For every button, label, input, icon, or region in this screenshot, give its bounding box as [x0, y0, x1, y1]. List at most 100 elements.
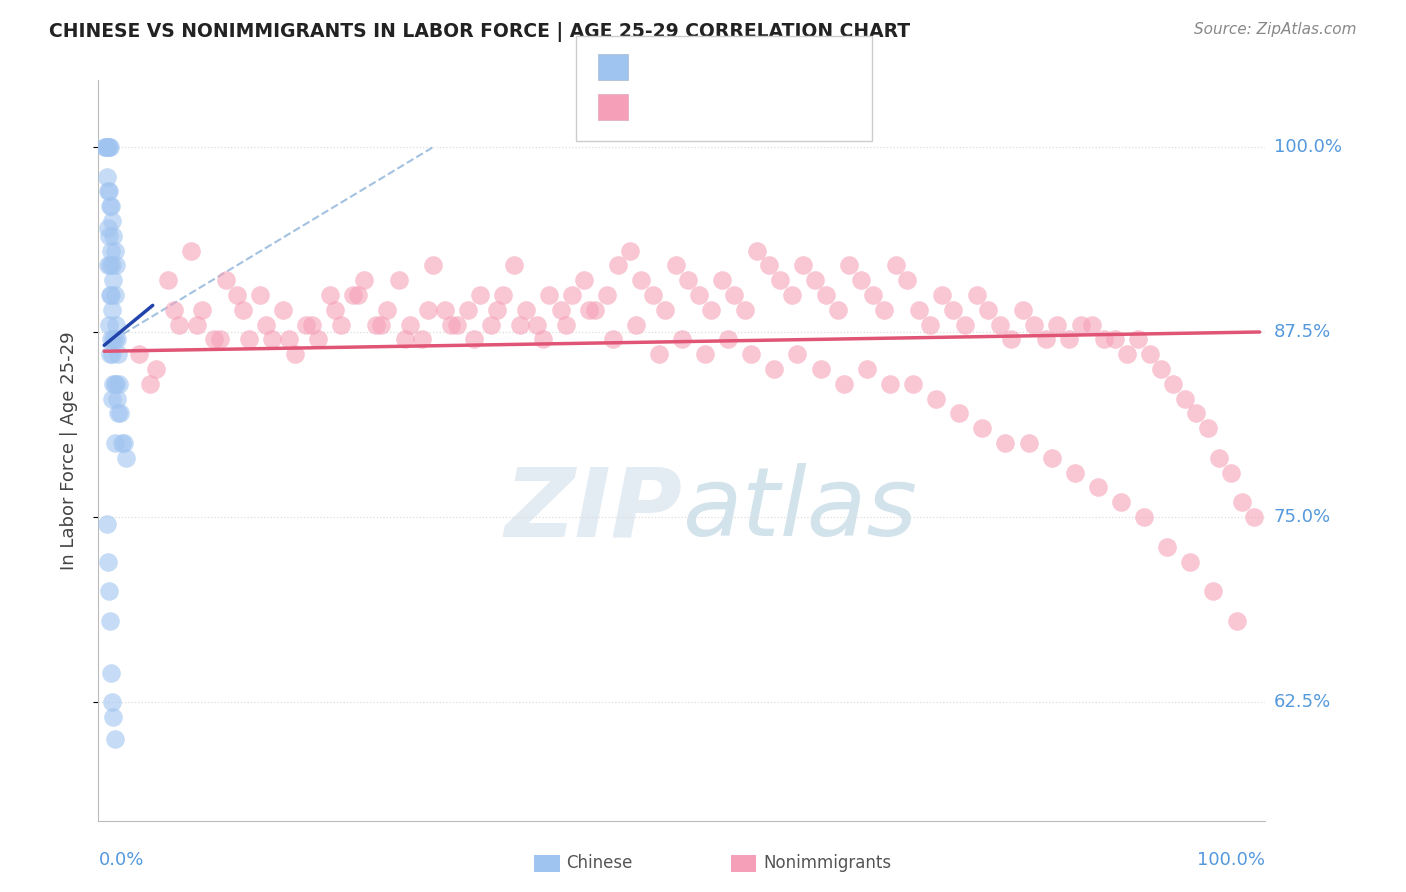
Point — [654, 302, 676, 317]
Point — [364, 318, 387, 332]
Point — [688, 288, 710, 302]
Point — [1197, 421, 1219, 435]
Point — [101, 302, 124, 317]
Point — [1173, 392, 1195, 406]
Point — [758, 258, 780, 272]
Point — [98, 140, 121, 154]
Point — [104, 318, 127, 332]
Point — [1046, 318, 1069, 332]
Point — [107, 347, 129, 361]
Point — [792, 258, 814, 272]
Point — [503, 258, 526, 272]
Point — [1139, 347, 1161, 361]
Point — [1040, 450, 1063, 465]
Point — [370, 318, 392, 332]
Text: 100.0%: 100.0% — [1198, 851, 1265, 869]
Point — [873, 302, 896, 317]
Point — [550, 302, 572, 317]
Point — [105, 392, 128, 406]
Y-axis label: In Labor Force | Age 25-29: In Labor Force | Age 25-29 — [59, 331, 77, 570]
Point — [105, 332, 128, 346]
Point — [457, 302, 479, 317]
Point — [232, 302, 254, 317]
Point — [1024, 318, 1046, 332]
Point — [260, 332, 283, 346]
Text: 75.0%: 75.0% — [1274, 508, 1331, 526]
Point — [342, 288, 364, 302]
Point — [107, 407, 129, 421]
Point — [394, 332, 416, 346]
Point — [104, 244, 127, 258]
Point — [607, 258, 630, 272]
Point — [1243, 510, 1265, 524]
Point — [479, 318, 502, 332]
Point — [1104, 332, 1126, 346]
Point — [804, 273, 827, 287]
Point — [1081, 318, 1104, 332]
Point — [827, 302, 849, 317]
Text: CHINESE VS NONIMMIGRANTS IN LABOR FORCE | AGE 25-29 CORRELATION CHART: CHINESE VS NONIMMIGRANTS IN LABOR FORCE … — [49, 22, 910, 42]
Point — [323, 302, 346, 317]
Point — [110, 407, 132, 421]
Point — [931, 288, 953, 302]
Point — [832, 376, 855, 391]
Point — [214, 273, 236, 287]
Text: 100.0%: 100.0% — [1274, 138, 1341, 156]
Point — [1070, 318, 1092, 332]
Point — [862, 288, 884, 302]
Point — [994, 436, 1017, 450]
Point — [411, 332, 433, 346]
Text: R =: R = — [643, 58, 682, 76]
Point — [509, 318, 531, 332]
Point — [104, 258, 127, 272]
Point — [100, 199, 122, 213]
Point — [561, 288, 583, 302]
Point — [94, 140, 117, 154]
Point — [1208, 450, 1230, 465]
Point — [347, 288, 370, 302]
Text: atlas: atlas — [682, 463, 917, 557]
Point — [925, 392, 948, 406]
Point — [191, 302, 214, 317]
Point — [128, 347, 150, 361]
Point — [422, 258, 444, 272]
Point — [104, 376, 127, 391]
Text: N =: N = — [737, 98, 776, 116]
Point — [717, 332, 740, 346]
Point — [1063, 466, 1085, 480]
Point — [271, 302, 294, 317]
Point — [531, 332, 554, 346]
Point — [97, 318, 120, 332]
Point — [97, 221, 120, 235]
Point — [972, 421, 994, 435]
Point — [97, 185, 120, 199]
Point — [284, 347, 307, 361]
Point — [920, 318, 942, 332]
Point — [162, 302, 184, 317]
Point — [1018, 436, 1040, 450]
Point — [101, 347, 124, 361]
Point — [238, 332, 260, 346]
Point — [249, 288, 271, 302]
Point — [100, 665, 122, 680]
Point — [1109, 495, 1132, 509]
Point — [301, 318, 323, 332]
Point — [1092, 332, 1115, 346]
Point — [693, 347, 716, 361]
Point — [953, 318, 976, 332]
Point — [100, 288, 122, 302]
Point — [104, 436, 127, 450]
Point — [1057, 332, 1080, 346]
Point — [1219, 466, 1241, 480]
Point — [94, 140, 117, 154]
Point — [101, 392, 124, 406]
Point — [1185, 407, 1208, 421]
Point — [619, 244, 641, 258]
Point — [624, 318, 647, 332]
Point — [375, 302, 398, 317]
Point — [399, 318, 422, 332]
Point — [1128, 332, 1150, 346]
Point — [103, 228, 125, 243]
Text: 56: 56 — [775, 58, 800, 76]
Point — [254, 318, 277, 332]
